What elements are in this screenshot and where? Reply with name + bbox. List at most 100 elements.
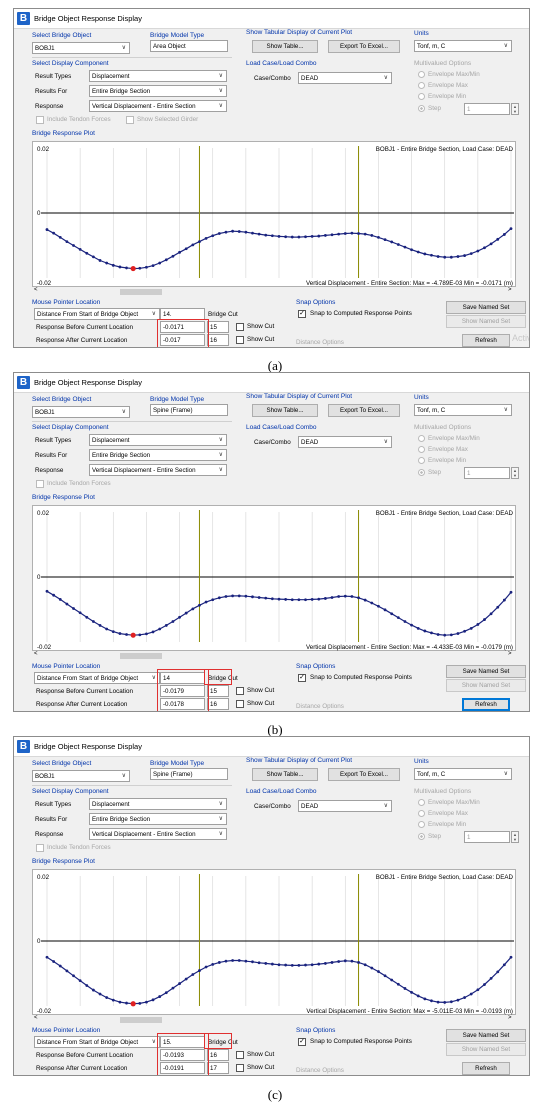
bridge-object-select[interactable]: BOBJ1 ∨ <box>32 42 130 54</box>
envelope-min-radio[interactable] <box>418 93 425 100</box>
envelope-min-radio[interactable] <box>418 821 425 828</box>
envelope-min-radio[interactable] <box>418 457 425 464</box>
snap-checkbox[interactable]: ✓ <box>298 310 306 318</box>
include-tendon-forces-checkbox[interactable] <box>36 844 44 852</box>
step-field[interactable]: 1 <box>464 467 510 479</box>
scrollbar-thumb[interactable] <box>120 1017 162 1023</box>
show-cut-before-checkbox[interactable] <box>236 1051 244 1059</box>
step-spinner[interactable]: ▲ ▼ <box>511 831 519 843</box>
plot-scrollbar[interactable]: < > <box>32 287 516 297</box>
scrollbar-thumb[interactable] <box>120 289 162 295</box>
response-plot[interactable]: 0.02 0 -0.02 BOBJ1 - Entire Bridge Section,… <box>32 505 516 651</box>
envelope-max-radio[interactable] <box>418 810 425 817</box>
step-field[interactable]: 1 <box>464 103 510 115</box>
load-case-select[interactable]: DEAD ∨ <box>298 72 392 84</box>
include-tendon-forces-checkbox[interactable] <box>36 116 44 124</box>
show-cut-after-checkbox[interactable] <box>236 700 244 708</box>
scroll-right-icon[interactable]: > <box>508 287 512 293</box>
response-plot[interactable]: 0.02 0 -0.02 BOBJ1 - Entire Bridge Section,… <box>32 869 516 1015</box>
show-named-set-button[interactable]: Show Named Set <box>446 679 526 692</box>
refresh-button[interactable]: Refresh <box>462 1062 510 1075</box>
show-table-button[interactable]: Show Table... <box>252 40 318 53</box>
response-select[interactable]: Vertical Displacement - Entire Section ∨ <box>89 464 227 476</box>
show-cut-after-checkbox[interactable] <box>236 1064 244 1072</box>
distance-type-select[interactable]: Distance From Start of Bridge Object ∨ <box>34 308 160 320</box>
export-to-excel-button[interactable]: Export To Excel... <box>328 404 400 417</box>
response-plot[interactable]: 0.02 0 -0.02 BOBJ1 - Entire Bridge Section,… <box>32 141 516 287</box>
result-types-select[interactable]: Displacement ∨ <box>89 434 227 446</box>
units-select[interactable]: Tonf, m, C ∨ <box>414 40 512 52</box>
distance-type-select[interactable]: Distance From Start of Bridge Object ∨ <box>34 672 160 684</box>
data-point <box>164 258 168 262</box>
data-point <box>257 596 261 599</box>
show-table-button[interactable]: Show Table... <box>252 404 318 417</box>
save-named-set-button[interactable]: Save Named Set <box>446 301 526 314</box>
envelope-max-min-radio[interactable] <box>418 435 425 442</box>
data-point <box>310 235 314 238</box>
response-value: Vertical Displacement - Entire Section <box>92 467 196 474</box>
load-case-value: DEAD <box>301 803 319 810</box>
data-point <box>350 231 354 235</box>
step-radio[interactable] <box>418 105 425 112</box>
chevron-down-icon: ∨ <box>121 409 126 415</box>
distance-field[interactable]: 14 <box>160 672 205 684</box>
include-tendon-forces-checkbox[interactable] <box>36 480 44 488</box>
data-point <box>244 230 248 234</box>
distance-type-select[interactable]: Distance From Start of Bridge Object ∨ <box>34 1036 160 1048</box>
show-named-set-button[interactable]: Show Named Set <box>446 1043 526 1056</box>
step-spinner[interactable]: ▲ ▼ <box>511 103 519 115</box>
result-types-select[interactable]: Displacement ∨ <box>89 70 227 82</box>
results-for-select[interactable]: Entire Bridge Section ∨ <box>89 85 227 97</box>
export-to-excel-button[interactable]: Export To Excel... <box>328 40 400 53</box>
show-cut-after-checkbox[interactable] <box>236 336 244 344</box>
save-named-set-button[interactable]: Save Named Set <box>446 1029 526 1042</box>
plot-scrollbar[interactable]: < > <box>32 651 516 661</box>
refresh-button[interactable]: Refresh <box>462 698 510 711</box>
snap-checkbox[interactable]: ✓ <box>298 1038 306 1046</box>
response-select[interactable]: Vertical Displacement - Entire Section ∨ <box>89 828 227 840</box>
show-cut-before-checkbox[interactable] <box>236 687 244 695</box>
data-point <box>469 626 473 630</box>
show-selected-girder-checkbox[interactable] <box>126 116 134 124</box>
results-for-select[interactable]: Entire Bridge Section ∨ <box>89 449 227 461</box>
include-tendon-forces-label: Include Tendon Forces <box>47 844 111 851</box>
scroll-right-icon[interactable]: > <box>508 1015 512 1021</box>
refresh-button[interactable]: Refresh <box>462 334 510 347</box>
scroll-left-icon[interactable]: < <box>34 1015 38 1021</box>
load-case-value: DEAD <box>301 75 319 82</box>
envelope-max-radio[interactable] <box>418 446 425 453</box>
save-named-set-button[interactable]: Save Named Set <box>446 665 526 678</box>
results-for-select[interactable]: Entire Bridge Section ∨ <box>89 813 227 825</box>
step-field[interactable]: 1 <box>464 831 510 843</box>
envelope-max-radio[interactable] <box>418 82 425 89</box>
load-case-select[interactable]: DEAD ∨ <box>298 436 392 448</box>
step-radio[interactable] <box>418 833 425 840</box>
data-point <box>158 995 162 998</box>
envelope-max-min-radio[interactable] <box>418 799 425 806</box>
plot-scrollbar[interactable]: < > <box>32 1015 516 1025</box>
data-point <box>191 243 195 247</box>
units-select[interactable]: Tonf, m, C ∨ <box>414 768 512 780</box>
scrollbar-thumb[interactable] <box>120 653 162 659</box>
envelope-max-min-radio[interactable] <box>418 71 425 78</box>
scroll-left-icon[interactable]: < <box>34 287 38 293</box>
result-types-select[interactable]: Displacement ∨ <box>89 798 227 810</box>
snap-checkbox[interactable]: ✓ <box>298 674 306 682</box>
show-named-set-button[interactable]: Show Named Set <box>446 315 526 328</box>
export-to-excel-button[interactable]: Export To Excel... <box>328 768 400 781</box>
include-tendon-forces-label: Include Tendon Forces <box>47 480 111 487</box>
step-radio[interactable] <box>418 469 425 476</box>
units-select[interactable]: Tonf, m, C ∨ <box>414 404 512 416</box>
load-case-select[interactable]: DEAD ∨ <box>298 800 392 812</box>
response-select[interactable]: Vertical Displacement - Entire Section ∨ <box>89 100 227 112</box>
bridge-object-select[interactable]: BOBJ1 ∨ <box>32 406 130 418</box>
bridge-model-type-label: Bridge Model Type <box>150 32 205 39</box>
data-point <box>284 235 288 239</box>
bridge-object-select[interactable]: BOBJ1 ∨ <box>32 770 130 782</box>
scroll-left-icon[interactable]: < <box>34 651 38 657</box>
show-table-button[interactable]: Show Table... <box>252 768 318 781</box>
scroll-right-icon[interactable]: > <box>508 651 512 657</box>
step-spinner[interactable]: ▲ ▼ <box>511 467 519 479</box>
data-point <box>118 632 122 635</box>
show-cut-before-checkbox[interactable] <box>236 323 244 331</box>
